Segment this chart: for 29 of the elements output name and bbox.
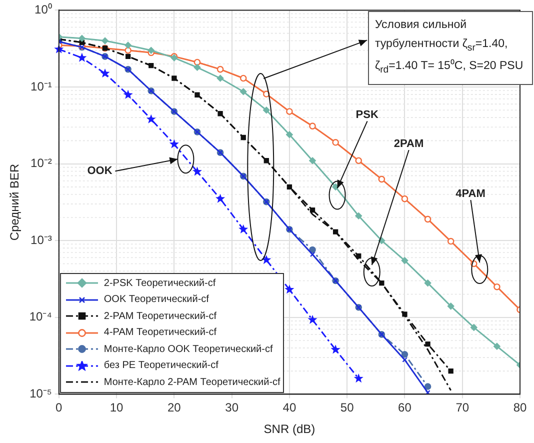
y-tick-label: 10⁻² — [30, 156, 52, 170]
y-tick-label: 10⁻¹ — [30, 79, 52, 94]
annotation: PSK — [354, 109, 380, 122]
x-tick-label: 40 — [282, 400, 296, 415]
y-axis-title: Средний BER — [8, 163, 22, 241]
annotation: 2PAM — [392, 138, 425, 150]
legend-label: OOK Теоретический-cf — [104, 294, 209, 306]
legend-label: Монте-Карло 2-PAM Теоретический-cf — [104, 376, 280, 388]
x-axis-title: SNR (dB) — [264, 422, 316, 436]
x-tick-label: 80 — [513, 400, 527, 415]
x-tick-label: 0 — [56, 400, 63, 415]
legend-label: 2-PAM Теоретический-cf — [104, 310, 217, 322]
annotation: 4PAM — [454, 188, 486, 200]
x-tick-label: 20 — [168, 400, 182, 415]
x-tick-label: 60 — [398, 400, 412, 415]
text: Условия сильной турбулентности ζ$_{sr}$=1.40, ζ$_{rd}$=1.40 T= 15⁰C, S=20 PSU — [375, 19, 524, 76]
legend-label: 2-PSK Теоретический-cf — [104, 278, 216, 289]
x-tick-label: 10 — [110, 400, 124, 415]
y-tick-label: 10⁰ — [34, 2, 52, 17]
annotation: OOK — [86, 165, 114, 178]
x-tick-label: 30 — [225, 400, 239, 415]
legend-label: 4-PAM Теоретический-cf — [104, 327, 217, 338]
y-tick-label: 10⁻³ — [30, 232, 52, 247]
x-tick-label: 50 — [340, 400, 354, 415]
y-tick-label: 10⁻⁴ — [29, 310, 52, 324]
y-tick-label: 10⁻⁵ — [30, 386, 52, 401]
legend-label: Монте-Карло OOK Теоретический-cf — [104, 344, 273, 355]
x-tick-label: 70 — [456, 400, 470, 415]
legend-label: без PE Теоретический-cf — [104, 360, 218, 372]
